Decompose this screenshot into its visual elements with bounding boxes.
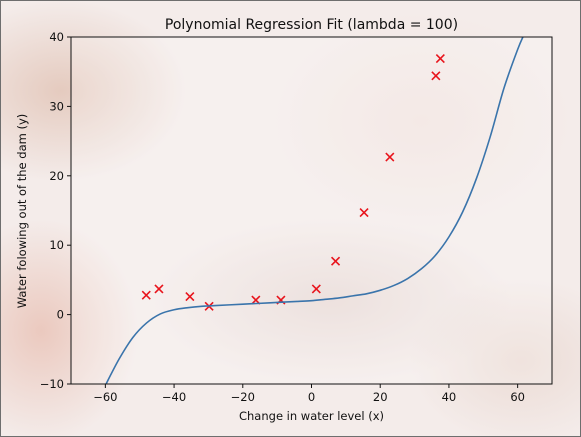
plot-area	[71, 37, 552, 384]
x-tick-label: −60	[93, 390, 117, 404]
fit-curve	[105, 37, 524, 384]
ticks-layer: −60 −40 −20 0 20 40 60 −10 0 10 20 30 40	[40, 30, 525, 404]
y-tick-label: 30	[49, 99, 64, 113]
data-point	[330, 256, 341, 266]
data-point	[431, 71, 441, 81]
x-tick-label: 40	[442, 390, 457, 404]
data-point	[385, 152, 395, 162]
data-point	[185, 291, 195, 302]
x-tick-label: 60	[510, 390, 525, 404]
y-tick-label: 40	[49, 30, 64, 44]
data-point	[154, 284, 164, 294]
x-tick-label: 20	[373, 390, 388, 404]
x-tick-label: −20	[231, 390, 255, 404]
x-tick-label: −40	[162, 390, 186, 404]
data-point	[435, 53, 445, 64]
data-point	[141, 290, 151, 300]
y-tick-label: 0	[57, 308, 64, 322]
chart-title: Polynomial Regression Fit (lambda = 100)	[165, 17, 458, 33]
x-tick-label: 0	[308, 390, 315, 404]
x-axis-label: Change in water level (x)	[239, 409, 384, 423]
axes-frame	[70, 36, 553, 385]
y-tick-label: 20	[49, 169, 64, 183]
y-tick-label: −10	[40, 377, 64, 391]
y-tick-label: 10	[49, 238, 64, 252]
series-layer	[105, 37, 524, 384]
y-axis-label: Water folowing out of the dam (y)	[15, 114, 29, 309]
data-point	[311, 284, 321, 294]
data-point	[359, 208, 369, 218]
